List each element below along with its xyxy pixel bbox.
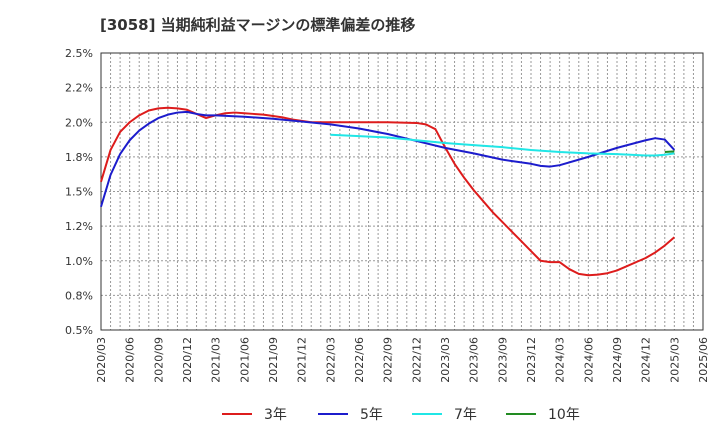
y-tick-label: 1.8%: [65, 151, 93, 164]
x-tick-label: 2020/06: [124, 337, 137, 383]
series-line-7年: [330, 133, 675, 157]
x-tick-label: 2024/03: [554, 337, 567, 383]
x-tick-label: 2021/12: [296, 337, 309, 383]
grid-layer: [100, 52, 704, 331]
x-tick-label: 2022/03: [324, 337, 337, 383]
legend-label: 7年: [454, 407, 477, 423]
x-tick-label: 2021/09: [267, 337, 280, 383]
x-tick-label: 2020/12: [181, 337, 194, 383]
series-line-3年: [100, 106, 675, 277]
legend-label: 3年: [264, 407, 287, 423]
x-tick-label: 2022/06: [353, 337, 366, 383]
y-tick-label: 2.2%: [65, 82, 93, 95]
chart-title: [3058] 当期純利益マージンの標準偏差の推移: [100, 16, 416, 34]
y-tick-label: 1.2%: [65, 220, 93, 233]
x-tick-label: 2025/03: [668, 337, 681, 383]
x-tick-label: 2024/09: [611, 337, 624, 383]
x-tick-label: 2023/06: [468, 337, 481, 383]
axis-layer: 0.5% 0.8% 1.0% 1.2% 1.5% 1.8% 2.0% 2.2% 2.5% 2020…: [65, 47, 710, 383]
x-tick-label: 2024/06: [582, 337, 595, 383]
y-tick-label: 0.8%: [65, 289, 93, 302]
x-tick-label: 2022/09: [382, 337, 395, 383]
y-tick-label: 2.0%: [65, 116, 93, 129]
series-layer: [100, 106, 676, 277]
plot-frame: [100, 52, 704, 331]
y-tick-label: 0.5%: [65, 324, 93, 337]
legend: 3年 5年 7年 10年: [222, 407, 580, 423]
legend-label: 5年: [360, 407, 383, 423]
x-tick-label: 2021/03: [210, 337, 223, 383]
x-tick-label: 2020/09: [152, 337, 165, 383]
x-tick-label: 2025/06: [697, 337, 710, 383]
x-tick-label: 2023/12: [525, 337, 538, 383]
x-tick-label: 2024/12: [640, 337, 653, 383]
series-line-10年: [664, 150, 675, 154]
x-tick-label: 2023/03: [439, 337, 452, 383]
legend-label: 10年: [548, 407, 580, 423]
y-tick-label: 2.5%: [65, 47, 93, 60]
x-tick-label: 2020/03: [95, 337, 108, 383]
x-tick-label: 2022/12: [410, 337, 423, 383]
x-tick-label: 2023/09: [496, 337, 509, 383]
series-line-5年: [100, 110, 676, 208]
x-tick-label: 2021/06: [238, 337, 251, 383]
y-tick-label: 1.5%: [65, 186, 93, 199]
y-tick-label: 1.0%: [65, 255, 93, 268]
